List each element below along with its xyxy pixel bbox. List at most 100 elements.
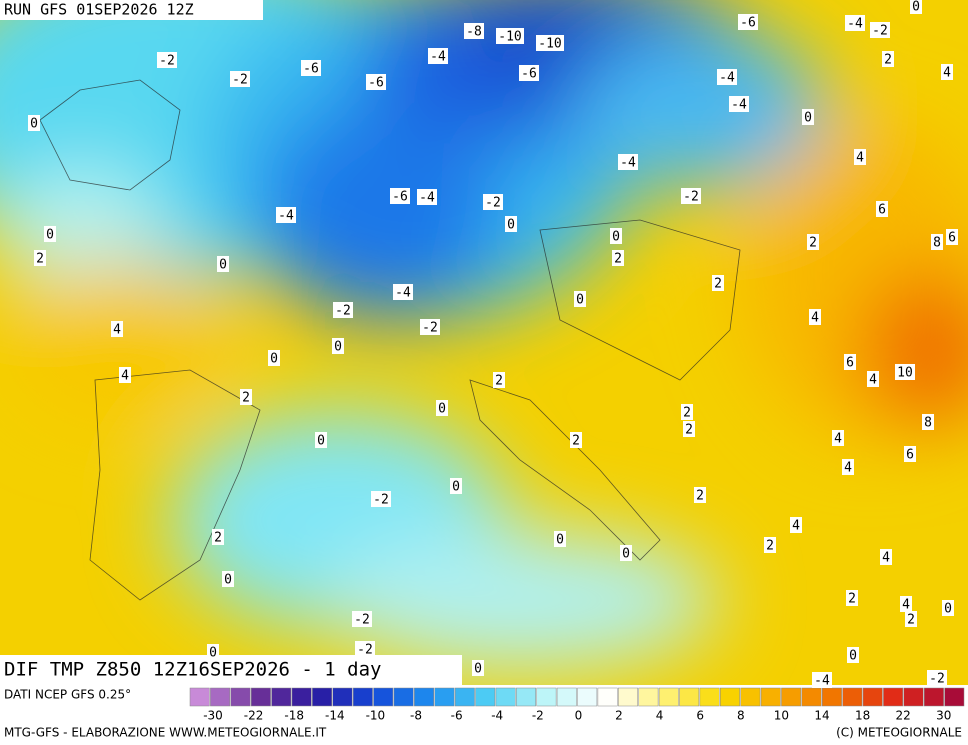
contour-label-box — [729, 96, 749, 112]
contour-label-box — [240, 389, 252, 405]
contour-label-box — [809, 309, 821, 325]
colorbar-swatch — [454, 687, 475, 707]
contour-label: 6 — [846, 356, 854, 371]
contour-label-box — [34, 250, 46, 266]
colorbar-tick-label: 4 — [656, 709, 664, 723]
contour-label: 4 — [844, 461, 852, 476]
header-box — [0, 0, 263, 20]
contour-label: 2 — [683, 406, 691, 421]
contour-label: 4 — [811, 311, 819, 326]
colorbar-swatch — [760, 687, 781, 707]
contour-label-box — [905, 611, 917, 627]
contour-label: -10 — [498, 30, 521, 45]
colorbar-tick-label: 14 — [814, 709, 829, 723]
contour-label-box — [222, 571, 234, 587]
contour-label: 2 — [848, 592, 856, 607]
contour-label-box — [28, 115, 40, 131]
contour-label: -4 — [814, 674, 830, 689]
colorbar-swatch — [352, 687, 373, 707]
contour-label-box — [807, 234, 819, 250]
contour-label: 0 — [334, 340, 342, 355]
contour-label: -6 — [392, 190, 408, 205]
map-field — [0, 0, 968, 685]
contour-label: -2 — [354, 613, 370, 628]
contour-label: 4 — [869, 373, 877, 388]
contour-label: -4 — [847, 17, 863, 32]
colorbar-swatch — [923, 687, 944, 707]
contour-label-box — [472, 660, 484, 676]
contour-label: 0 — [317, 434, 325, 449]
contour-label: -2 — [159, 54, 175, 69]
contour-label-box — [505, 216, 517, 232]
contour-label-box — [493, 372, 505, 388]
contour-label: 2 — [714, 277, 722, 292]
colorbar-swatch — [842, 687, 863, 707]
contour-label-box — [333, 302, 353, 318]
colorbar-tick-label: -18 — [284, 709, 304, 723]
colorbar-swatch — [250, 687, 271, 707]
contour-label: 2 — [36, 252, 44, 267]
contour-label: -4 — [430, 50, 446, 65]
contour-label: 0 — [507, 218, 515, 233]
contour-label-box — [681, 188, 701, 204]
contour-label: 2 — [214, 531, 222, 546]
colorbar-swatch — [475, 687, 496, 707]
contour-label: 8 — [924, 416, 932, 431]
contour-label: 2 — [572, 434, 580, 449]
contour-label: 0 — [46, 228, 54, 243]
contour-label-box — [496, 28, 524, 44]
contour-label-box — [420, 319, 440, 335]
contour-label: 2 — [884, 53, 892, 68]
contour-label-box — [842, 459, 854, 475]
contour-label-box — [315, 432, 327, 448]
contour-label: -2 — [683, 190, 699, 205]
colorbar-tick-label: -2 — [532, 709, 544, 723]
colorbar-swatch — [944, 687, 965, 707]
colorbar-swatch — [373, 687, 394, 707]
contour-label-box — [870, 22, 890, 38]
colorbar-swatch — [740, 687, 761, 707]
contour-label-box — [483, 194, 503, 210]
contour-label-box — [111, 321, 123, 337]
colorbar-swatch — [658, 687, 679, 707]
contour-label-box — [612, 250, 624, 266]
contour-label: -4 — [419, 191, 435, 206]
contour-label: -6 — [521, 67, 537, 82]
contour-label-box — [464, 23, 484, 39]
contour-label: 4 — [902, 598, 910, 613]
contour-label-box — [764, 537, 776, 553]
colorbar-tick-label: 10 — [774, 709, 789, 723]
contour-label: -4 — [719, 71, 735, 86]
contour-label: 4 — [856, 151, 864, 166]
contour-label-box — [610, 228, 622, 244]
contour-label-box — [790, 517, 802, 533]
colorbar-tick-label: -8 — [410, 709, 422, 723]
contour-label-box — [895, 364, 915, 380]
contour-label: 2 — [614, 252, 622, 267]
colorbar-swatch — [679, 687, 700, 707]
contour-label-box — [681, 404, 693, 420]
contour-label-box — [428, 48, 448, 64]
contour-label-box — [931, 234, 943, 250]
contour-label: 4 — [113, 323, 121, 338]
contour-label: 6 — [906, 448, 914, 463]
contour-label: 4 — [121, 369, 129, 384]
colorbar-swatch — [638, 687, 659, 707]
contour-label-box — [854, 149, 866, 165]
contour-label: 2 — [766, 539, 774, 554]
contour-label-box — [570, 432, 582, 448]
contour-label: -6 — [303, 62, 319, 77]
colorbar-swatch — [903, 687, 924, 707]
contour-label: 0 — [622, 547, 630, 562]
contour-label-box — [417, 189, 437, 205]
colorbar-swatch — [883, 687, 904, 707]
contour-label-box — [882, 51, 894, 67]
footer-title: DIF TMP Z850 12Z16SEP2026 - 1 day — [4, 659, 382, 681]
contour-label-box — [712, 275, 724, 291]
contour-label: -6 — [368, 76, 384, 91]
colorbar-swatch — [699, 687, 720, 707]
contour-label: 0 — [452, 480, 460, 495]
colorbar-swatch — [597, 687, 618, 707]
